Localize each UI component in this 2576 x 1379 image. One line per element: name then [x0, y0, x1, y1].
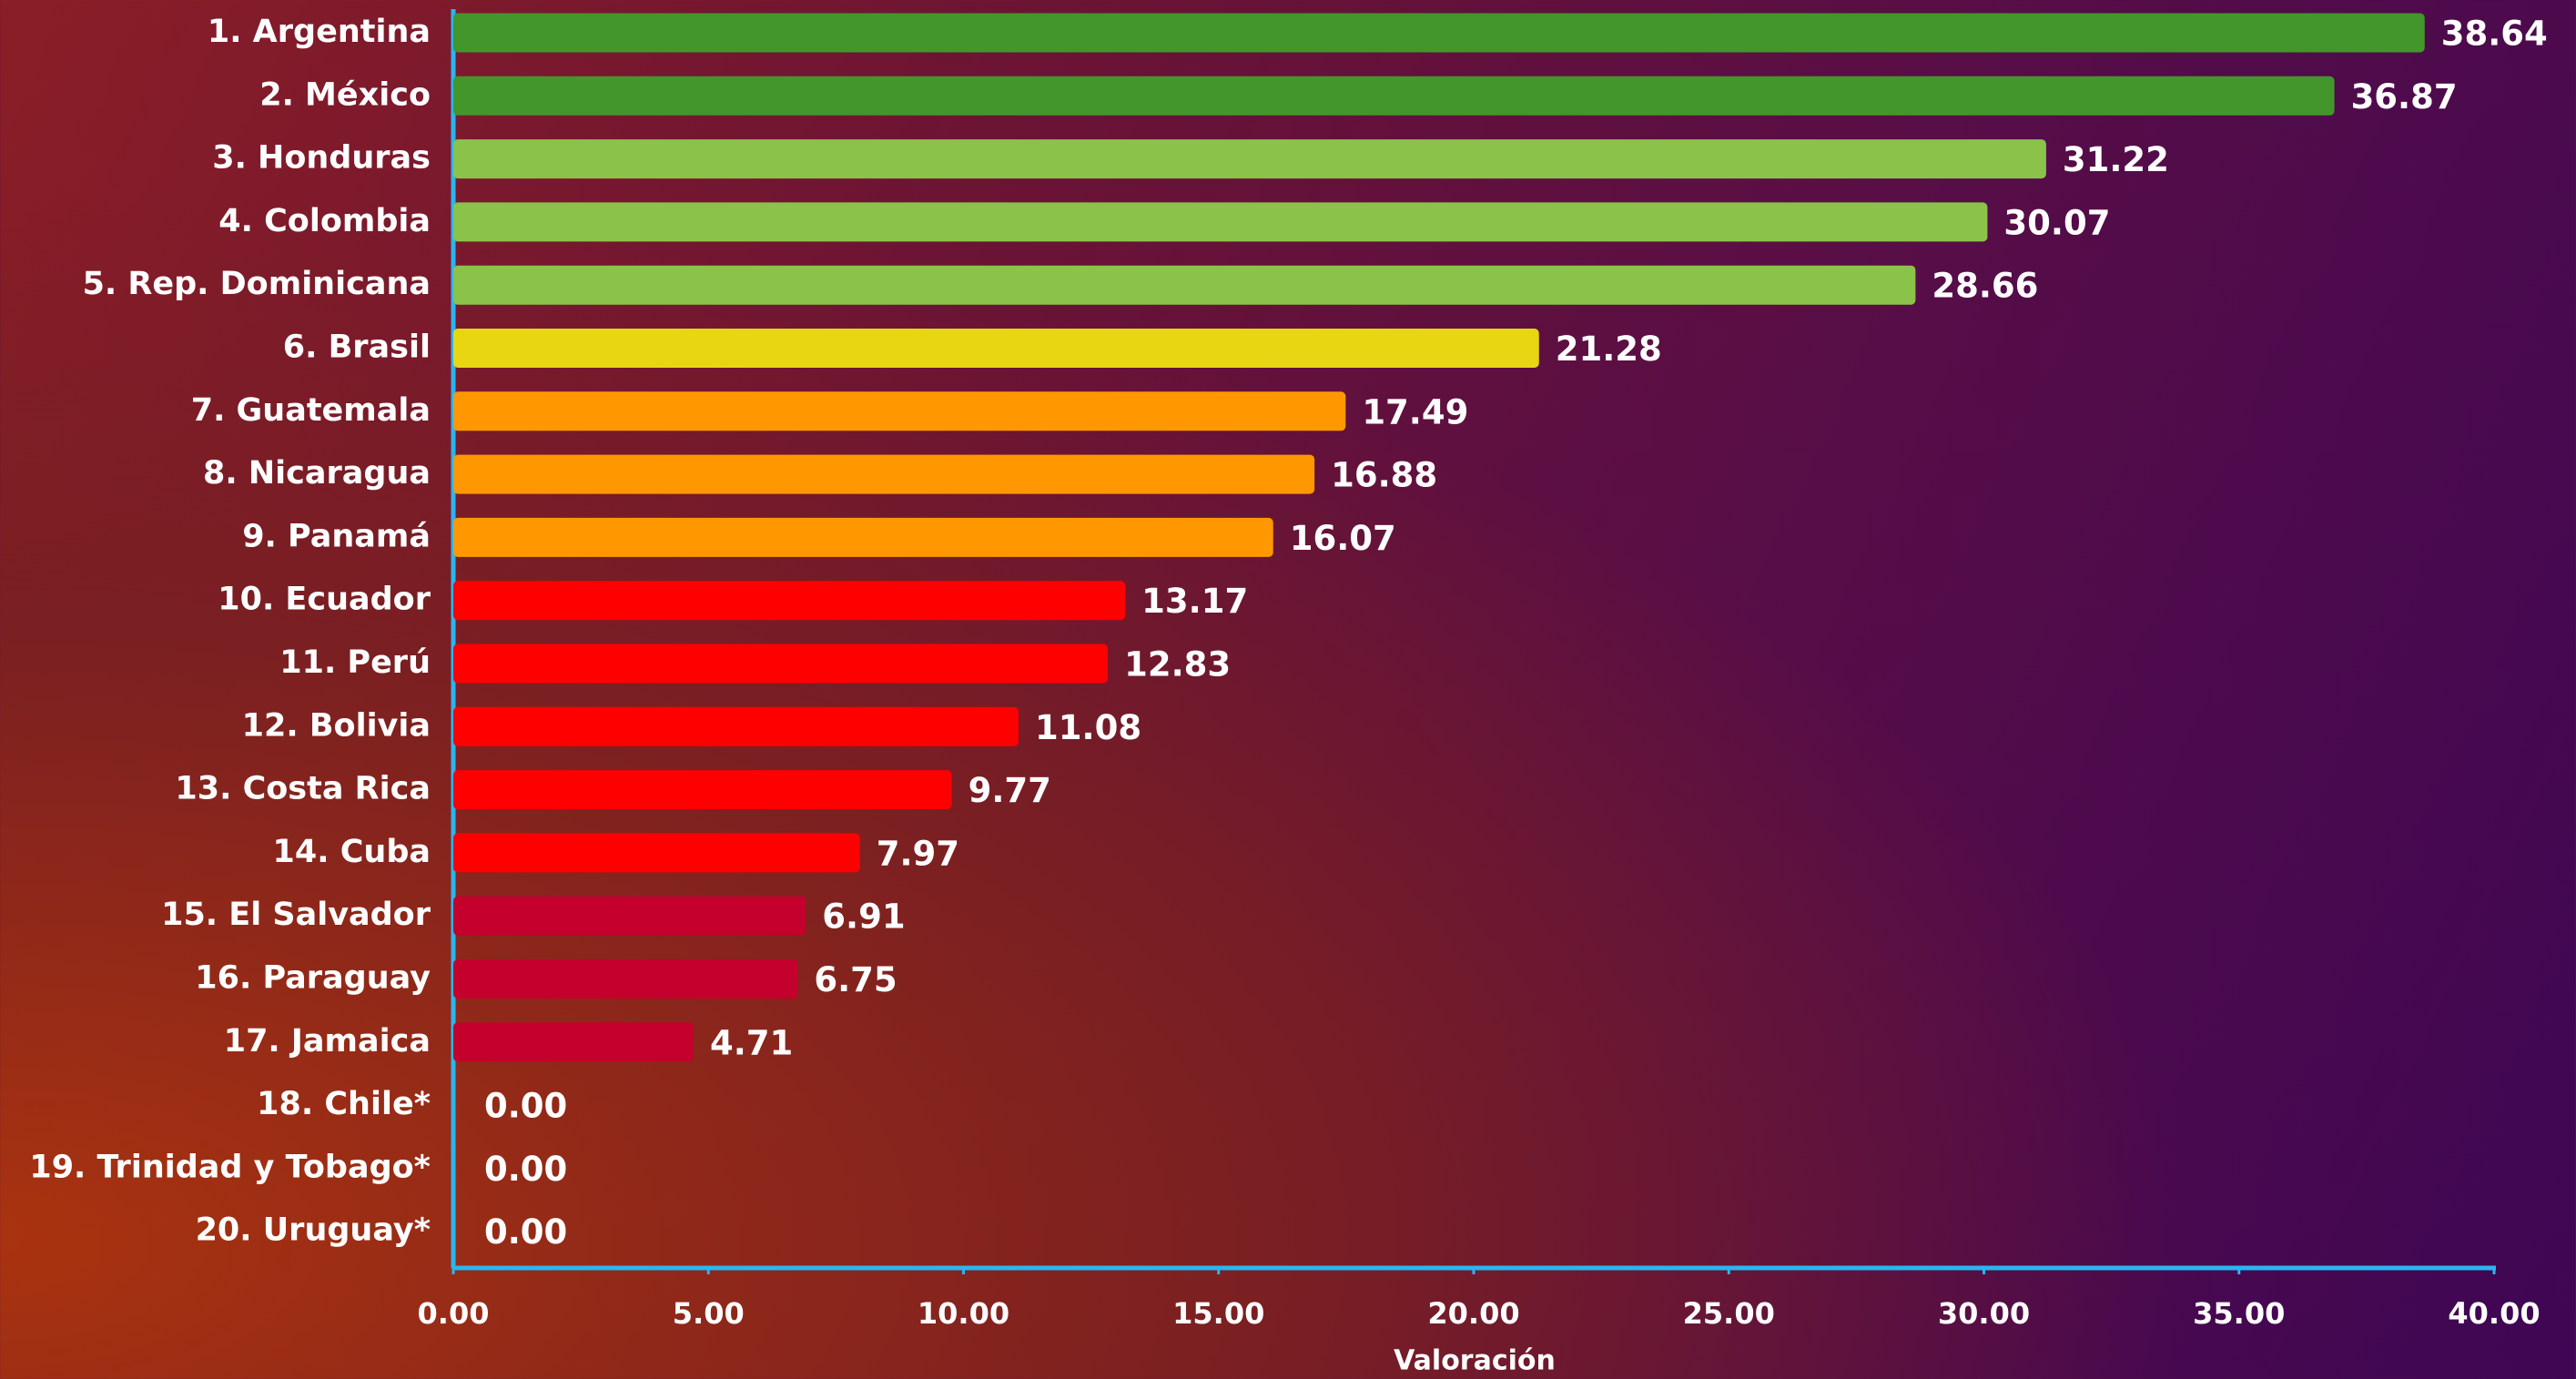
bar — [453, 581, 1126, 621]
value-label: 4.71 — [710, 1023, 793, 1062]
bar — [453, 13, 2425, 53]
value-label: 31.22 — [2063, 140, 2169, 179]
value-label: 12.83 — [1124, 645, 1231, 684]
y-tick-label: 10. Ecuador — [218, 582, 431, 618]
bar — [453, 644, 1109, 684]
x-tick-label: 10.00 — [918, 1296, 1009, 1331]
bar — [453, 770, 952, 810]
x-tick-label: 35.00 — [2193, 1296, 2285, 1331]
y-tick-label: 18. Chile* — [257, 1086, 431, 1122]
y-tick-label: 4. Colombia — [218, 203, 431, 239]
bar — [453, 329, 1539, 368]
value-label: 38.64 — [2441, 15, 2548, 54]
x-tick-label: 15.00 — [1172, 1296, 1264, 1331]
y-tick-label: 20. Uruguay* — [196, 1212, 431, 1249]
value-label: 9.77 — [969, 771, 1051, 810]
x-tick-label: 40.00 — [2448, 1296, 2540, 1331]
bar — [453, 391, 1346, 431]
bar — [453, 1022, 694, 1062]
y-tick-label: 5. Rep. Dominicana — [83, 266, 431, 302]
x-tick-label: 0.00 — [418, 1296, 490, 1331]
bar — [453, 454, 1315, 494]
value-label: 6.75 — [814, 960, 897, 999]
y-tick-label: 14. Cuba — [273, 834, 431, 870]
bar — [453, 76, 2335, 116]
bar — [453, 896, 806, 936]
y-tick-label: 2. México — [259, 76, 431, 113]
y-tick-label: 1. Argentina — [208, 14, 431, 50]
value-label: 16.88 — [1331, 456, 1437, 495]
y-tick-label: 9. Panamá — [242, 518, 431, 554]
y-tick-label: 16. Paraguay — [195, 960, 431, 997]
y-tick-label: 17. Jamaica — [224, 1023, 431, 1060]
bar — [453, 706, 1019, 746]
bar — [453, 265, 1916, 305]
bar — [453, 959, 798, 999]
bar — [453, 202, 1988, 242]
y-tick-label: 7. Guatemala — [191, 392, 431, 429]
x-tick-label: 30.00 — [1938, 1296, 2030, 1331]
value-label: 30.07 — [2003, 203, 2110, 242]
x-tick-label: 5.00 — [673, 1296, 745, 1331]
y-tick-label: 19. Trinidad y Tobago* — [29, 1149, 431, 1185]
value-label: 11.08 — [1035, 708, 1141, 747]
bar — [453, 139, 2046, 179]
y-tick-label: 15. El Salvador — [161, 897, 431, 933]
value-label: 21.28 — [1556, 330, 1662, 369]
bar — [453, 517, 1273, 557]
value-label: 7.97 — [877, 834, 959, 873]
y-tick-label: 12. Bolivia — [242, 707, 431, 744]
y-tick-label: 11. Perú — [279, 644, 431, 681]
bar — [453, 833, 860, 873]
value-label: 6.91 — [822, 897, 905, 937]
x-axis-title: Valoración — [1394, 1345, 1556, 1377]
y-tick-label: 6. Brasil — [283, 330, 431, 366]
value-label: 13.17 — [1141, 582, 1248, 621]
x-tick-label: 25.00 — [1683, 1296, 1775, 1331]
value-label: 0.00 — [484, 1087, 567, 1126]
value-label: 16.07 — [1290, 519, 1396, 558]
y-tick-label: 13. Costa Rica — [175, 771, 431, 807]
y-tick-label: 3. Honduras — [212, 140, 431, 177]
x-tick-label: 20.00 — [1427, 1296, 1519, 1331]
value-label: 0.00 — [484, 1212, 567, 1252]
value-label: 36.87 — [2351, 77, 2458, 117]
value-label: 17.49 — [1362, 392, 1468, 431]
y-tick-label: 8. Nicaragua — [203, 455, 431, 492]
value-label: 0.00 — [484, 1150, 567, 1189]
value-label: 28.66 — [1932, 267, 2038, 306]
